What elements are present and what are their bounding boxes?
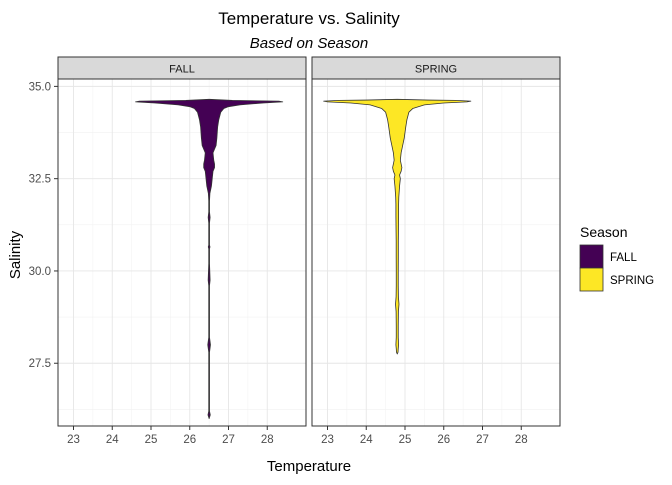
y-tick-label: 30.0 — [29, 266, 51, 278]
chart-subtitle: Based on Season — [250, 35, 368, 52]
facet-strip-label: SPRING — [415, 64, 457, 76]
panel-background — [312, 79, 560, 426]
x-tick-label: 23 — [321, 434, 334, 446]
legend-label-spring: SPRING — [610, 275, 654, 287]
legend-label-fall: FALL — [610, 252, 637, 264]
x-tick-label: 27 — [222, 434, 235, 446]
violin-fall — [135, 98, 284, 420]
y-tick-label: 27.5 — [29, 358, 51, 370]
facet-strip — [57, 56, 307, 80]
x-axis-label: Temperature — [267, 458, 351, 475]
x-tick-label: 27 — [476, 434, 489, 446]
legend-key-fall — [579, 244, 604, 269]
x-tick-label: 26 — [437, 434, 450, 446]
facet-panels: FALL 23 24 25 26 27 28 SPRING 23 24 25 26 27 28 27.5 30… — [29, 56, 561, 446]
x-tick-label: 28 — [261, 434, 274, 446]
y-axis-label: Salinity — [7, 230, 24, 279]
x-tick-label: 24 — [360, 434, 373, 446]
facet-panel-spring: SPRING 23 24 25 26 27 28 — [311, 56, 561, 446]
y-tick-label: 35.0 — [29, 81, 51, 93]
x-tick-label: 25 — [399, 434, 412, 446]
legend-key-spring — [579, 267, 604, 292]
facet-strip-label: FALL — [169, 64, 195, 76]
x-tick-label: 26 — [183, 434, 196, 446]
facet-strip — [311, 56, 561, 80]
y-tick-label: 32.5 — [29, 174, 51, 186]
panel-background — [58, 79, 306, 426]
x-tick-label: 24 — [106, 434, 119, 446]
x-tick-label: 25 — [145, 434, 158, 446]
legend-title: Season — [580, 224, 627, 240]
x-tick-label: 23 — [67, 434, 80, 446]
x-tick-label: 28 — [515, 434, 528, 446]
violin-spring — [323, 98, 472, 355]
chart-title: Temperature vs. Salinity — [218, 9, 400, 28]
legend: Season FALL SPRING — [579, 224, 654, 292]
facet-panel-fall: FALL 23 24 25 26 27 28 — [57, 56, 307, 446]
